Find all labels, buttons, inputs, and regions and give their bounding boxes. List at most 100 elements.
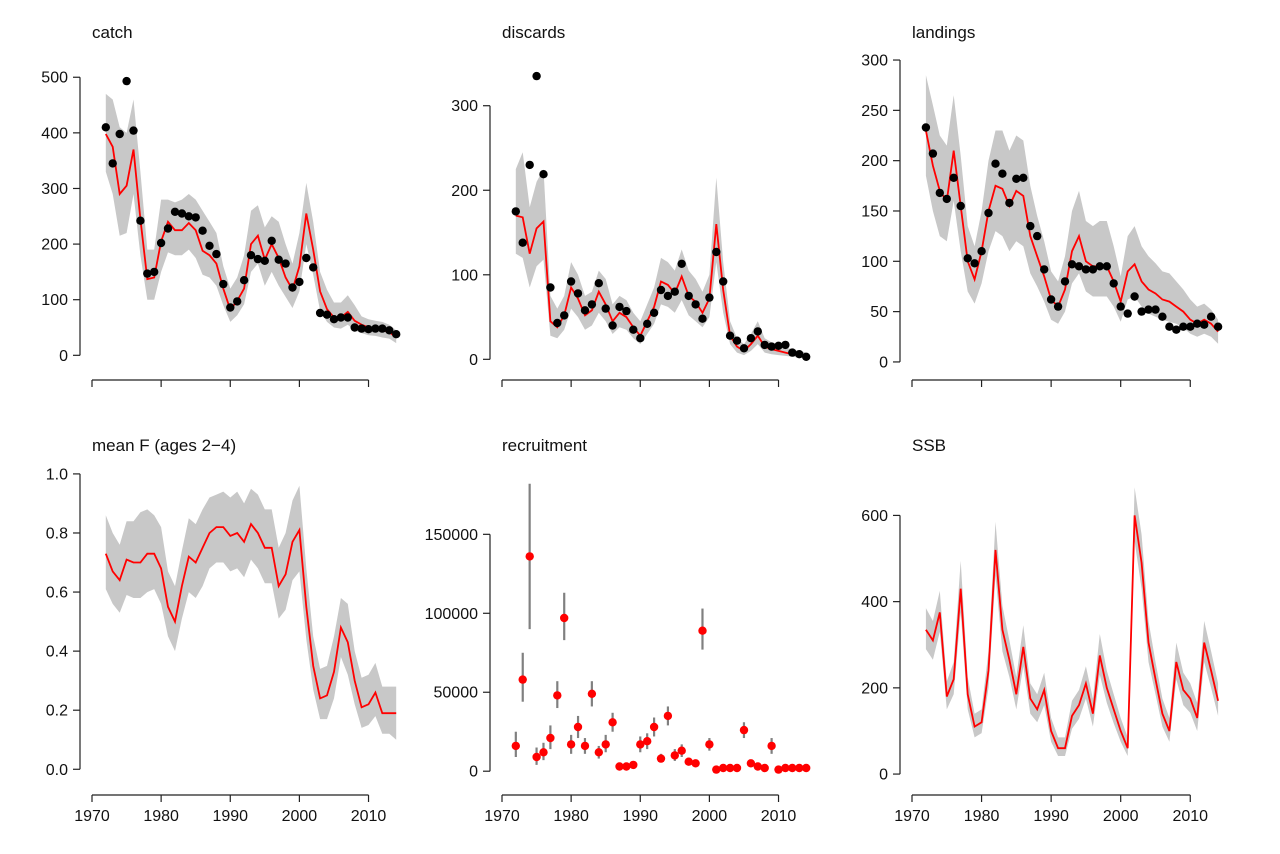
observed-point bbox=[546, 283, 555, 292]
recruitment-point bbox=[649, 722, 659, 732]
recruitment-point bbox=[636, 740, 645, 749]
observed-point bbox=[205, 241, 214, 250]
confidence-band bbox=[105, 485, 397, 740]
observed-point bbox=[1102, 262, 1112, 271]
observed-point bbox=[725, 331, 735, 340]
observed-point bbox=[253, 254, 263, 264]
observed-point bbox=[288, 283, 297, 292]
observed-point bbox=[371, 324, 380, 333]
recruitment-point bbox=[629, 760, 638, 770]
observed-point bbox=[309, 263, 318, 272]
recruitment-point bbox=[684, 757, 693, 766]
recruitment-point bbox=[615, 762, 624, 771]
observed-point bbox=[788, 348, 797, 357]
panel-landings: landings 0 50 100 150 200 250 300 bbox=[861, 23, 1223, 387]
observed-point bbox=[1088, 265, 1098, 274]
observed-point bbox=[802, 352, 811, 361]
recruitment-point bbox=[774, 765, 783, 774]
observed-point bbox=[580, 306, 590, 315]
recruitment-point bbox=[546, 733, 555, 743]
recruitment-point bbox=[746, 759, 756, 768]
observed-point bbox=[1179, 322, 1188, 331]
observed-point bbox=[295, 277, 304, 287]
panel-title: landings bbox=[912, 23, 975, 42]
model-line bbox=[105, 133, 397, 339]
observed-point bbox=[935, 188, 944, 198]
observed-point bbox=[1005, 198, 1014, 208]
observed-point bbox=[115, 129, 124, 139]
observed-point bbox=[1213, 322, 1223, 331]
recruitment-point bbox=[553, 691, 562, 700]
observed-point bbox=[246, 251, 256, 260]
observed-point bbox=[760, 340, 769, 350]
recruitment-point bbox=[753, 762, 762, 771]
recruitment-point bbox=[698, 626, 707, 635]
observed-point bbox=[781, 340, 790, 350]
recruitment-point bbox=[719, 763, 728, 773]
observed-point bbox=[108, 159, 117, 168]
observed-point bbox=[636, 334, 645, 343]
observed-point bbox=[719, 277, 728, 286]
observed-point bbox=[1060, 277, 1070, 286]
observed-point bbox=[184, 212, 193, 221]
recruitment-point bbox=[767, 741, 776, 751]
x-tick-label: 2000 bbox=[692, 808, 728, 825]
observed-point bbox=[1095, 262, 1105, 271]
observed-point bbox=[385, 326, 394, 335]
observed-point bbox=[191, 213, 200, 222]
recruitment-point bbox=[643, 737, 652, 746]
recruitment-point bbox=[601, 740, 610, 749]
recruitment-point bbox=[670, 751, 679, 760]
observed-point bbox=[949, 173, 958, 182]
observed-point bbox=[670, 287, 679, 296]
y-tick-label: 0.0 bbox=[46, 762, 68, 779]
confidence-band bbox=[925, 75, 1219, 344]
observed-point bbox=[739, 344, 749, 353]
recruitment-point bbox=[725, 763, 735, 773]
observed-point bbox=[322, 310, 332, 319]
observed-point bbox=[329, 315, 339, 324]
observed-point bbox=[984, 208, 993, 218]
observed-point bbox=[566, 277, 576, 286]
y-tick-label: 0.6 bbox=[46, 585, 68, 602]
panel-title: SSB bbox=[912, 436, 946, 455]
x-tick-label: 1980 bbox=[553, 808, 589, 825]
recruitment-point bbox=[532, 752, 541, 762]
x-tick-label: 2010 bbox=[351, 808, 387, 825]
observed-point bbox=[601, 304, 610, 313]
observed-point bbox=[281, 259, 290, 268]
observed-point bbox=[129, 126, 138, 135]
observed-point bbox=[656, 285, 666, 295]
x-tick-label: 2010 bbox=[1172, 808, 1208, 825]
observed-point bbox=[615, 302, 624, 312]
y-tick-label: 400 bbox=[861, 594, 888, 611]
observed-point bbox=[767, 342, 776, 351]
observed-point bbox=[274, 255, 283, 264]
recruitment-point bbox=[656, 754, 666, 763]
observed-point bbox=[608, 321, 617, 330]
observed-point bbox=[1067, 260, 1077, 269]
observed-point bbox=[156, 238, 166, 248]
x-tick-label: 1990 bbox=[1033, 808, 1069, 825]
observed-point bbox=[315, 308, 325, 318]
recruitment-point bbox=[511, 741, 520, 751]
recruitment-point bbox=[802, 763, 811, 773]
recruitment-point bbox=[781, 763, 790, 773]
y-tick-label: 100000 bbox=[425, 606, 478, 623]
panel-recruitment: recruitment 0 50000 100000 150000 1970 1980 199… bbox=[425, 436, 811, 825]
observed-point bbox=[1081, 265, 1091, 274]
y-tick-label: 250 bbox=[861, 103, 888, 120]
panel-ssb: SSB 0 200 400 600 1970 1980 1990 2000 2010 bbox=[861, 436, 1219, 825]
observed-point bbox=[1116, 302, 1125, 311]
y-tick-label: 200 bbox=[861, 153, 888, 170]
observed-point bbox=[1046, 295, 1056, 304]
recruitment-point bbox=[739, 725, 749, 735]
y-tick-label: 150 bbox=[861, 203, 888, 220]
observed-point bbox=[101, 123, 111, 132]
observed-point bbox=[357, 324, 366, 333]
observed-point bbox=[753, 327, 762, 336]
y-tick-label: 500 bbox=[41, 70, 68, 87]
panel-title: discards bbox=[502, 23, 565, 42]
observed-point bbox=[1200, 320, 1209, 329]
observed-point bbox=[1206, 312, 1216, 321]
